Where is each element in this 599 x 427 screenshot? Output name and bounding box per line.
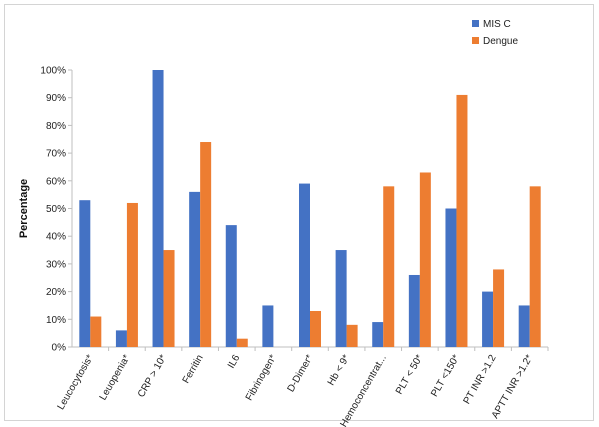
bar-dengue: [456, 94, 468, 348]
bar-mis-c: [262, 305, 274, 347]
bar-dengue: [529, 186, 541, 347]
legend-label: Dengue: [483, 36, 518, 47]
bar-mis-c: [482, 291, 494, 347]
y-tick-label: 90%: [46, 93, 66, 104]
y-tick-label: 40%: [46, 232, 66, 243]
x-tick-label: D-Dimer*: [286, 353, 316, 394]
legend-swatch: [472, 37, 479, 44]
bar-dengue: [126, 202, 138, 347]
x-tick-label: Leuopenia*: [98, 353, 133, 402]
bar-dengue: [493, 269, 505, 347]
x-tick-label: CRP > 10*: [136, 353, 169, 400]
bar-mis-c: [445, 208, 457, 347]
legend: MIS C Dengue: [472, 19, 518, 47]
bar-dengue: [346, 324, 358, 347]
bar-dengue: [200, 142, 212, 347]
bar-dengue: [163, 250, 175, 347]
bar-mis-c: [79, 200, 91, 347]
bars: [79, 70, 541, 348]
bar-dengue: [383, 186, 395, 347]
y-tick-label: 80%: [46, 121, 66, 132]
bar-dengue: [236, 338, 248, 347]
y-tick-label: 100%: [40, 66, 66, 77]
bar-dengue: [310, 310, 321, 347]
y-tick-label: 30%: [46, 259, 66, 270]
bar-mis-c: [518, 305, 530, 347]
x-tick-label: IL6: [226, 353, 243, 371]
y-tick-label: 50%: [46, 204, 66, 215]
x-tick-label: APTT INR >1.2*: [490, 353, 535, 421]
legend-label: MIS C: [483, 19, 511, 30]
x-tick-label: Fibrinogen*: [244, 353, 279, 403]
bar-mis-c: [372, 322, 384, 347]
y-tick-label: 20%: [46, 287, 66, 298]
bar-mis-c: [408, 274, 420, 347]
y-tick-label: 70%: [46, 149, 66, 160]
bar-dengue: [419, 172, 431, 347]
y-axis-title: Percentage: [18, 179, 30, 238]
bar-mis-c: [225, 225, 237, 347]
x-tick-label: Hb < 9*: [326, 353, 352, 388]
x-tick-label: Ferritin: [181, 353, 206, 385]
x-tick-label: Leucocytosis*: [56, 353, 96, 412]
bar-mis-c: [299, 183, 310, 347]
x-tick-label: PLT < 50*: [394, 353, 425, 397]
bar-mis-c: [152, 70, 164, 347]
x-tick-label: PT INR >1.2: [462, 353, 499, 407]
x-tick-label: PLT <150*: [429, 353, 462, 399]
y-tick-label: 0%: [52, 343, 67, 354]
bar-mis-c: [335, 250, 347, 347]
legend-swatch: [472, 20, 479, 27]
bar-mis-c: [189, 191, 201, 347]
bar-mis-c: [115, 330, 127, 347]
y-tick-label: 10%: [46, 315, 66, 326]
y-tick-label: 60%: [46, 176, 66, 187]
bar-dengue: [90, 316, 102, 347]
